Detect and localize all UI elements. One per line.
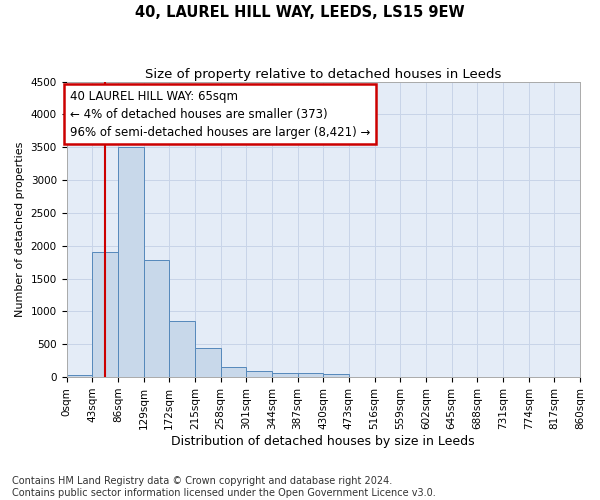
Bar bbox=[221, 366, 246, 377]
Bar bbox=[67, 375, 92, 377]
Bar bbox=[92, 252, 118, 377]
Title: Size of property relative to detached houses in Leeds: Size of property relative to detached ho… bbox=[145, 68, 502, 80]
Bar bbox=[272, 372, 298, 377]
X-axis label: Distribution of detached houses by size in Leeds: Distribution of detached houses by size … bbox=[172, 434, 475, 448]
Bar bbox=[323, 374, 349, 377]
Bar bbox=[169, 322, 195, 377]
Text: Contains HM Land Registry data © Crown copyright and database right 2024.
Contai: Contains HM Land Registry data © Crown c… bbox=[12, 476, 436, 498]
Y-axis label: Number of detached properties: Number of detached properties bbox=[15, 142, 25, 317]
Bar bbox=[195, 348, 221, 377]
Bar bbox=[118, 148, 143, 377]
Text: 40 LAUREL HILL WAY: 65sqm
← 4% of detached houses are smaller (373)
96% of semi-: 40 LAUREL HILL WAY: 65sqm ← 4% of detach… bbox=[70, 90, 370, 138]
Bar bbox=[246, 370, 272, 377]
Bar bbox=[298, 374, 323, 377]
Bar bbox=[143, 260, 169, 377]
Text: 40, LAUREL HILL WAY, LEEDS, LS15 9EW: 40, LAUREL HILL WAY, LEEDS, LS15 9EW bbox=[135, 5, 465, 20]
